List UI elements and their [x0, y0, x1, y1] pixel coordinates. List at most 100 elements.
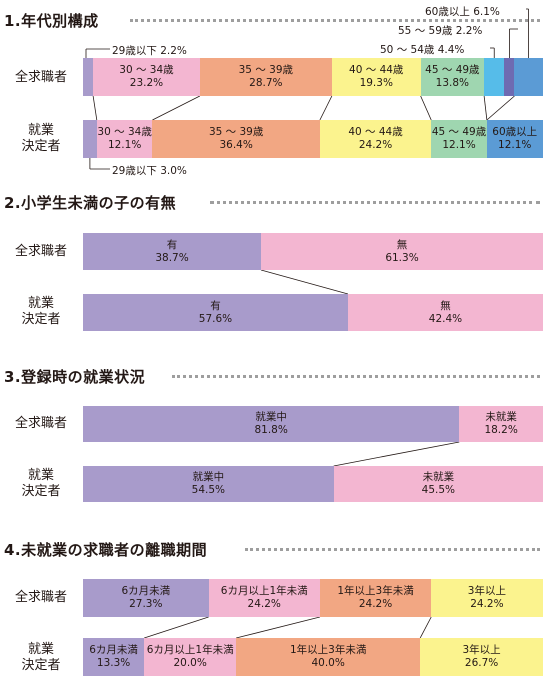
connector-line	[319, 95, 333, 121]
bar-segment: 未就業 18.2%	[459, 406, 543, 442]
segment-label: 有	[166, 238, 178, 251]
segment-label: 45 ～ 49歳	[425, 64, 480, 76]
segment-label: 6カ月未満	[121, 585, 171, 597]
bar-segment: 60歳以上 12.1%	[486, 120, 543, 158]
bar-segment: 無 42.4%	[347, 294, 543, 331]
connector-line	[419, 616, 432, 639]
callout-label: 29歳以下 2.2%	[112, 45, 187, 57]
segment-label: 60歳以上	[492, 126, 538, 138]
row-label-placed: 就業 決定者	[6, 296, 76, 328]
bar-segment	[514, 58, 543, 96]
row-label-line: 就業	[27, 642, 54, 657]
segment-label: 3年以上	[467, 585, 506, 597]
segment-value: 13.8%	[435, 77, 470, 89]
segment-label: 未就業	[485, 411, 517, 423]
bar-segment	[83, 120, 97, 158]
connector-line	[260, 269, 349, 295]
segment-label: 3年以上	[462, 644, 501, 656]
row-label-all: 全求職者	[14, 416, 67, 431]
bar-segment: 6カ月以上1年未満 20.0%	[144, 638, 237, 676]
row-label-all: 全求職者	[14, 590, 67, 605]
bar-segment: 1年以上3年未満 40.0%	[236, 638, 421, 676]
row-label-line: 決定者	[21, 658, 61, 673]
bar-segment: 就業中 81.8%	[83, 406, 460, 442]
segment-label: 35 ～ 39歳	[208, 126, 264, 138]
segment-value: 36.4%	[219, 139, 253, 151]
section-divider	[172, 375, 540, 378]
segment-value: 12.1%	[107, 139, 142, 151]
callout-label: 50 ～ 54歳 4.4%	[380, 44, 465, 56]
section-divider	[210, 201, 540, 204]
bar-segment: 未就業 45.5%	[333, 466, 543, 502]
connector-line	[486, 95, 515, 121]
segment-label: 就業中	[192, 471, 225, 483]
bar-segment	[83, 58, 94, 96]
segment-value: 18.2%	[484, 424, 518, 436]
section-title: 1.年代別構成	[4, 12, 99, 30]
row-label-all: 全求職者	[14, 70, 67, 85]
segment-value: 45.5%	[421, 484, 456, 496]
bar-segment: 45 ～ 49歳 13.8%	[420, 58, 485, 96]
segment-value: 28.7%	[249, 77, 283, 89]
section-title: 2.小学生未満の子の有無	[4, 194, 177, 212]
segment-label: 6カ月以上1年未満	[146, 644, 234, 656]
row-label-all: 全求職者	[14, 244, 67, 259]
connector-line	[420, 95, 432, 121]
bar-segment: 有 38.7%	[83, 233, 262, 270]
bar-segment: 35 ～ 39歳 36.4%	[152, 120, 320, 158]
segment-label: 30 ～ 34歳	[97, 126, 152, 138]
segment-label: 1年以上3年未満	[337, 585, 414, 597]
row-label-line: 決定者	[21, 484, 61, 499]
segment-value: 40.0%	[311, 657, 345, 669]
row-label-placed: 就業 決定者	[6, 123, 76, 155]
bar-segment: 30 ～ 34歳 12.1%	[96, 120, 153, 158]
segment-value: 38.7%	[155, 251, 189, 264]
connector-line	[236, 616, 320, 639]
row-label-line: 決定者	[21, 139, 61, 154]
segment-label: 就業中	[255, 411, 287, 423]
bar-segment: 1年以上3年未満 24.2%	[319, 579, 432, 617]
callout-label: 55 ～ 59歳 2.2%	[398, 25, 483, 37]
segment-value: 54.5%	[191, 484, 226, 496]
segment-value: 42.4%	[428, 312, 463, 325]
bar-segment	[504, 58, 515, 96]
segment-label: 40 ～ 44歳	[349, 64, 404, 76]
bar-segment: 無 61.3%	[261, 233, 543, 270]
segment-label: 未就業	[422, 471, 455, 483]
bar-segment: 35 ～ 39歳 28.7%	[199, 58, 332, 96]
bar-segment	[484, 58, 505, 96]
bar-segment: 40 ～ 44歳 24.2%	[319, 120, 432, 158]
segment-value: 81.8%	[254, 424, 288, 436]
section-title: 4.未就業の求職者の離職期間	[4, 541, 208, 559]
segment-label: 1年以上3年未満	[289, 644, 367, 656]
segment-label: 30 ～ 34歳	[119, 64, 174, 76]
section-title: 3.登録時の就業状況	[4, 368, 146, 386]
connector-line	[152, 95, 201, 121]
bar-segment: 6カ月未満 27.3%	[83, 579, 209, 617]
section-divider	[130, 19, 540, 22]
segment-value: 57.6%	[198, 312, 233, 325]
row-label-line: 就業	[27, 123, 54, 138]
segment-label: 無	[396, 238, 408, 251]
segment-label: 6カ月以上1年未満	[220, 585, 308, 597]
segment-label: 有	[210, 299, 221, 312]
segment-value: 24.2%	[470, 598, 504, 610]
bar-segment: 有 57.6%	[83, 294, 348, 331]
row-label-line: 決定者	[21, 312, 61, 327]
callout-label: 29歳以下 3.0%	[112, 165, 187, 177]
bar-segment: 3年以上 24.2%	[431, 579, 543, 617]
row-label-placed: 就業 決定者	[6, 642, 76, 674]
segment-label: 35 ～ 39歳	[238, 64, 294, 76]
callout-label: 60歳以上 6.1%	[425, 6, 500, 18]
segment-value: 20.0%	[173, 657, 207, 669]
bar-segment: 40 ～ 44歳 19.3%	[331, 58, 421, 96]
bar-segment: 3年以上 26.7%	[420, 638, 543, 676]
bar-segment: 就業中 54.5%	[83, 466, 334, 502]
section-divider	[245, 548, 540, 551]
segment-value: 12.1%	[442, 139, 476, 151]
segment-value: 27.3%	[129, 598, 163, 610]
connector-line	[92, 95, 98, 121]
segment-value: 19.3%	[359, 77, 393, 89]
segment-label: 45 ～ 49歳	[431, 126, 487, 138]
